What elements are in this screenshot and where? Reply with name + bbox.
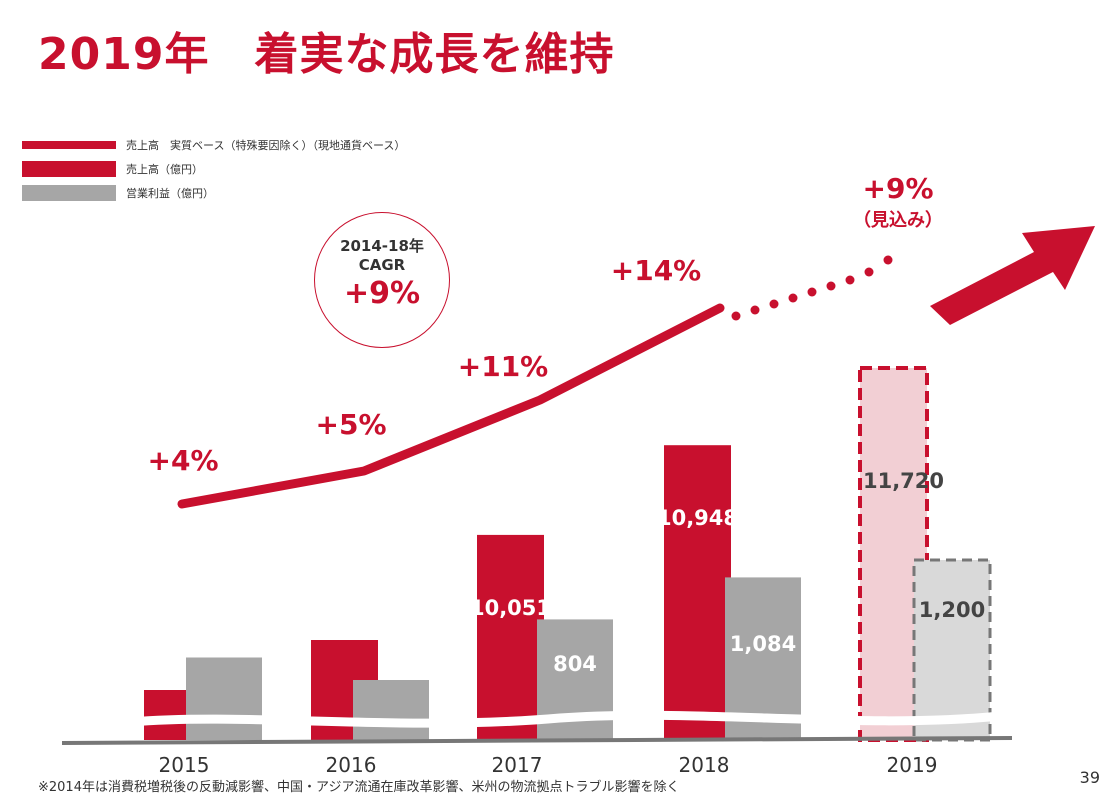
year-label-2018: 2018 xyxy=(679,753,730,777)
footnote: ※2014年は消費税増税後の反動減影響、中国・アジア流通在庫改革影響、米州の物流… xyxy=(38,780,680,795)
forecast-dot xyxy=(731,311,741,321)
forecast-dot xyxy=(788,293,798,303)
profit-label-2017: 804 xyxy=(553,652,597,676)
sales-bar-2017 xyxy=(477,534,544,740)
profit-bar-2016 xyxy=(353,680,429,740)
forecast-dot xyxy=(750,305,760,315)
growth-label-2018: +14% xyxy=(611,254,701,287)
cagr-badge: 2014-18年 CAGR +9% xyxy=(314,212,450,348)
cagr-value: +9% xyxy=(343,276,421,311)
page-title: 2019年 着実な成長を維持 xyxy=(38,29,615,80)
year-label-2019: 2019 xyxy=(887,753,938,777)
legend-swatch-red xyxy=(22,161,116,177)
legend-label: 売上高（億円） xyxy=(126,163,203,176)
profit-bar-2015 xyxy=(186,657,262,740)
growth-label-2019: +9% xyxy=(863,172,934,205)
sales-label-2018: 10,948 xyxy=(657,506,738,530)
legend-item-real-sales: 売上高 実質ベース（特殊要因除く）（現地通貨ベース） xyxy=(22,133,405,157)
growth-label-2015: +4% xyxy=(148,444,219,477)
sales-bar-2019 xyxy=(858,366,929,742)
legend-label: 売上高 実質ベース（特殊要因除く）（現地通貨ベース） xyxy=(126,139,406,152)
chart-legend: 売上高 実質ベース（特殊要因除く）（現地通貨ベース） 売上高（億円） 営業利益（… xyxy=(22,133,405,205)
forecast-dot xyxy=(864,267,874,277)
sales-label-2017: 10,051 xyxy=(470,596,551,620)
year-label-2015: 2015 xyxy=(159,753,210,777)
profit-bar-2019 xyxy=(912,558,992,742)
page-number: 39 xyxy=(1079,768,1100,787)
legend-swatch-gray xyxy=(22,185,116,201)
x-axis-baseline xyxy=(61,736,1013,745)
growth-label-2017: +11% xyxy=(458,350,548,383)
cagr-period: 2014-18年 xyxy=(340,237,424,255)
forecast-dot xyxy=(883,255,893,265)
forecast-dot xyxy=(845,275,855,285)
growth-trend-line xyxy=(177,303,725,509)
forecast-dot xyxy=(826,281,836,291)
profit-label-2019: 1,200 xyxy=(919,598,985,622)
sales-bar-2018 xyxy=(664,445,731,740)
growth-label-2016: +5% xyxy=(316,408,387,441)
trend-arrow-icon xyxy=(930,226,1095,325)
legend-item-sales: 売上高（億円） xyxy=(22,157,405,181)
year-label-2017: 2017 xyxy=(492,753,543,777)
legend-item-operating-profit: 営業利益（億円） xyxy=(22,181,405,205)
forecast-dot xyxy=(769,299,779,309)
cagr-label: CAGR xyxy=(358,256,406,274)
profit-label-2018: 1,084 xyxy=(730,632,796,656)
forecast-note: （見込み） xyxy=(853,210,943,231)
sales-label-2019: 11,720 xyxy=(863,469,944,493)
forecast-dot xyxy=(807,287,817,297)
year-label-2016: 2016 xyxy=(326,753,377,777)
legend-label: 営業利益（億円） xyxy=(126,187,214,200)
legend-swatch-line xyxy=(22,141,116,149)
axis-break-wave xyxy=(129,710,1001,728)
